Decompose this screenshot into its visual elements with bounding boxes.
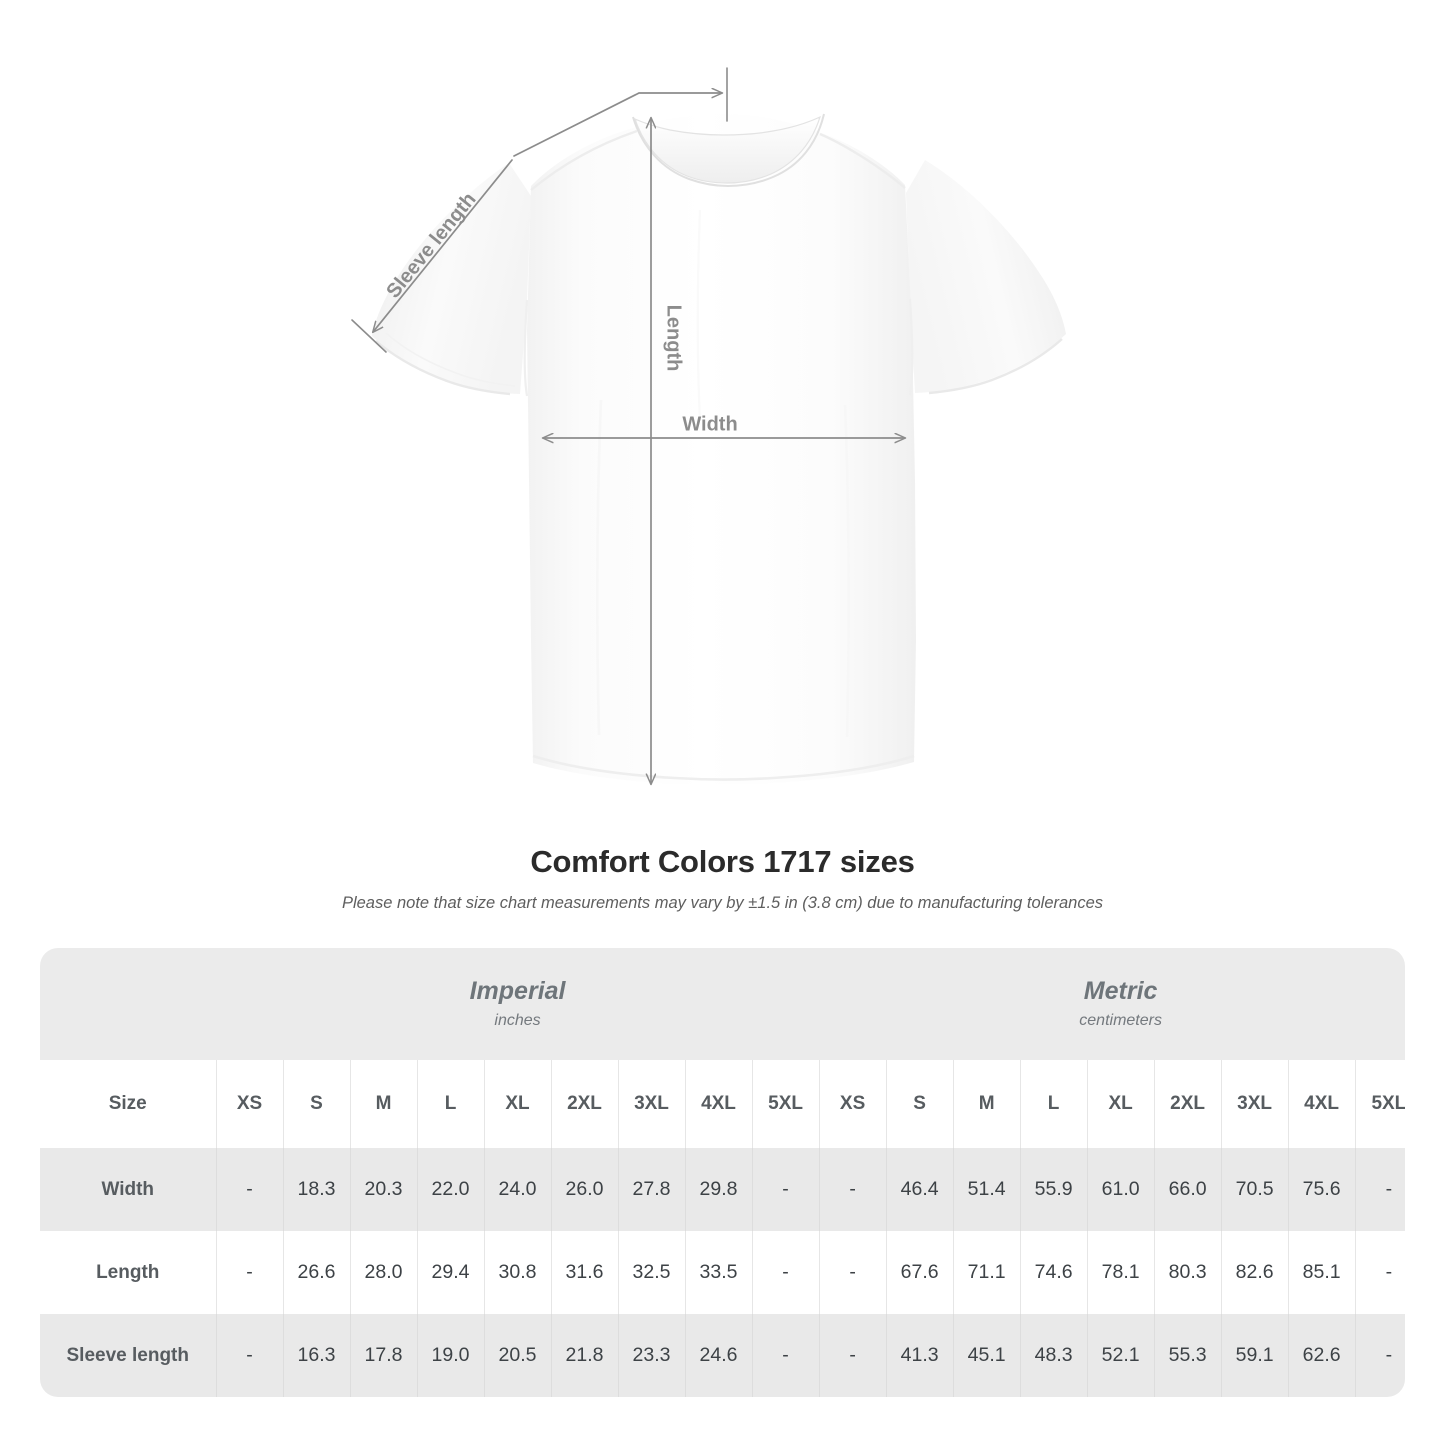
cell-sleeve-imperial-3xl: 23.3 bbox=[617, 1314, 685, 1397]
table-row: Sleeve length - 16.3 17.8 19.0 20.5 21.8… bbox=[40, 1314, 1405, 1397]
cell-width-metric-xl: 61.0 bbox=[1086, 1148, 1155, 1231]
column-header-metric-l: L bbox=[1019, 1060, 1088, 1148]
row-label-sleeve-length: Sleeve length bbox=[40, 1314, 216, 1397]
unit-metric-name: Metric bbox=[1083, 977, 1158, 1006]
unit-header-row: Imperial inches Metric centimeters bbox=[40, 948, 1405, 1060]
column-header-imperial-m: M bbox=[349, 1060, 417, 1148]
cell-sleeve-metric-3xl: 59.1 bbox=[1220, 1314, 1289, 1397]
cell-width-imperial-xl: 24.0 bbox=[483, 1148, 551, 1231]
cell-width-metric-2xl: 66.0 bbox=[1153, 1148, 1222, 1231]
column-header-imperial-l: L bbox=[416, 1060, 484, 1148]
unit-imperial-cell: Imperial inches bbox=[216, 948, 820, 1060]
cell-sleeve-metric-m: 45.1 bbox=[952, 1314, 1021, 1397]
cell-length-metric-xl: 78.1 bbox=[1086, 1231, 1155, 1314]
cell-sleeve-imperial-xs: - bbox=[215, 1314, 283, 1397]
cell-length-imperial-xl: 30.8 bbox=[483, 1231, 551, 1314]
column-header-imperial-3xl: 3XL bbox=[617, 1060, 685, 1148]
cell-length-imperial-4xl: 33.5 bbox=[684, 1231, 752, 1314]
column-header-metric-3xl: 3XL bbox=[1220, 1060, 1289, 1148]
cell-width-imperial-s: 18.3 bbox=[282, 1148, 350, 1231]
cell-width-imperial-5xl: - bbox=[751, 1148, 820, 1231]
cell-length-metric-l: 74.6 bbox=[1019, 1231, 1088, 1314]
column-header-imperial-4xl: 4XL bbox=[684, 1060, 752, 1148]
table-row: Width - 18.3 20.3 22.0 24.0 26.0 27.8 29… bbox=[40, 1148, 1405, 1231]
length-label: Length bbox=[663, 305, 685, 372]
page-title: Comfort Colors 1717 sizes bbox=[530, 844, 915, 879]
column-header-metric-2xl: 2XL bbox=[1153, 1060, 1222, 1148]
column-header-imperial-xs: XS bbox=[215, 1060, 283, 1148]
cell-sleeve-metric-l: 48.3 bbox=[1019, 1314, 1088, 1397]
cell-width-imperial-m: 20.3 bbox=[349, 1148, 417, 1231]
cell-sleeve-imperial-xl: 20.5 bbox=[483, 1314, 551, 1397]
cell-width-imperial-4xl: 29.8 bbox=[684, 1148, 752, 1231]
cell-width-metric-4xl: 75.6 bbox=[1287, 1148, 1356, 1231]
cell-sleeve-metric-4xl: 62.6 bbox=[1287, 1314, 1356, 1397]
cell-length-imperial-m: 28.0 bbox=[349, 1231, 417, 1314]
cell-width-imperial-xs: - bbox=[215, 1148, 283, 1231]
cell-sleeve-imperial-s: 16.3 bbox=[282, 1314, 350, 1397]
tshirt-graphic bbox=[372, 113, 1066, 785]
cell-sleeve-metric-xs: - bbox=[818, 1314, 887, 1397]
column-header-metric-m: M bbox=[952, 1060, 1021, 1148]
column-header-metric-xl: XL bbox=[1086, 1060, 1155, 1148]
cell-sleeve-imperial-4xl: 24.6 bbox=[684, 1314, 752, 1397]
cell-sleeve-imperial-5xl: - bbox=[751, 1314, 820, 1397]
column-header-metric-xs: XS bbox=[818, 1060, 887, 1148]
cell-length-metric-s: 67.6 bbox=[885, 1231, 954, 1314]
cell-width-imperial-l: 22.0 bbox=[416, 1148, 484, 1231]
column-header-metric-s: S bbox=[885, 1060, 954, 1148]
cell-width-metric-5xl: - bbox=[1354, 1148, 1405, 1231]
cell-length-metric-xs: - bbox=[818, 1231, 887, 1314]
cell-length-metric-5xl: - bbox=[1354, 1231, 1405, 1314]
cell-sleeve-imperial-m: 17.8 bbox=[349, 1314, 417, 1397]
tshirt-measurement-illustration: Sleeve length Length Width bbox=[351, 67, 1066, 830]
cell-width-imperial-3xl: 27.8 bbox=[617, 1148, 685, 1231]
width-label: Width bbox=[682, 413, 737, 435]
cell-width-metric-xs: - bbox=[818, 1148, 887, 1231]
cell-width-imperial-2xl: 26.0 bbox=[550, 1148, 618, 1231]
cell-length-imperial-2xl: 31.6 bbox=[550, 1231, 618, 1314]
tolerance-note: Please note that size chart measurements… bbox=[341, 894, 1104, 912]
unit-metric-cell: Metric centimeters bbox=[819, 948, 1405, 1060]
cell-sleeve-imperial-l: 19.0 bbox=[416, 1314, 484, 1397]
sleeve-length-dimension bbox=[351, 67, 728, 353]
column-header-metric-4xl: 4XL bbox=[1287, 1060, 1356, 1148]
cell-width-metric-3xl: 70.5 bbox=[1220, 1148, 1289, 1231]
unit-metric-sub: centimeters bbox=[1079, 1011, 1162, 1029]
column-header-imperial-2xl: 2XL bbox=[550, 1060, 618, 1148]
cell-sleeve-imperial-2xl: 21.8 bbox=[550, 1314, 618, 1397]
cell-length-metric-3xl: 82.6 bbox=[1220, 1231, 1289, 1314]
cell-sleeve-metric-2xl: 55.3 bbox=[1153, 1314, 1222, 1397]
cell-length-imperial-l: 29.4 bbox=[416, 1231, 484, 1314]
cell-sleeve-metric-xl: 52.1 bbox=[1086, 1314, 1155, 1397]
size-table: Imperial inches Metric centimeters Size … bbox=[40, 948, 1405, 1397]
cell-width-metric-s: 46.4 bbox=[885, 1148, 954, 1231]
measurement-annotations bbox=[351, 67, 905, 784]
cell-length-imperial-xs: - bbox=[215, 1231, 283, 1314]
cell-width-metric-m: 51.4 bbox=[952, 1148, 1021, 1231]
unit-imperial-name: Imperial bbox=[469, 977, 566, 1006]
chart-header: Comfort Colors 1717 sizes Please note th… bbox=[0, 842, 1445, 914]
column-header-imperial-5xl: 5XL bbox=[751, 1060, 820, 1148]
row-label-length: Length bbox=[40, 1231, 216, 1314]
cell-length-imperial-3xl: 32.5 bbox=[617, 1231, 685, 1314]
unit-spacer-left bbox=[40, 948, 216, 1060]
cell-sleeve-metric-s: 41.3 bbox=[885, 1314, 954, 1397]
column-header-metric-5xl: 5XL bbox=[1354, 1060, 1405, 1148]
column-header-imperial-xl: XL bbox=[483, 1060, 551, 1148]
cell-width-metric-l: 55.9 bbox=[1019, 1148, 1088, 1231]
cell-sleeve-metric-5xl: - bbox=[1354, 1314, 1405, 1397]
cell-length-imperial-s: 26.6 bbox=[282, 1231, 350, 1314]
column-header-imperial-s: S bbox=[282, 1060, 350, 1148]
cell-length-imperial-5xl: - bbox=[751, 1231, 820, 1314]
cell-length-metric-2xl: 80.3 bbox=[1153, 1231, 1222, 1314]
table-row: Length - 26.6 28.0 29.4 30.8 31.6 32.5 3… bbox=[40, 1231, 1405, 1314]
cell-length-metric-4xl: 85.1 bbox=[1287, 1231, 1356, 1314]
cell-length-metric-m: 71.1 bbox=[952, 1231, 1021, 1314]
size-header-row: Size XS S M L XL 2XL 3XL 4XL 5XL XS S M … bbox=[40, 1060, 1405, 1148]
row-label-width: Width bbox=[40, 1148, 216, 1231]
unit-imperial-sub: inches bbox=[494, 1011, 541, 1029]
size-chart-table: Imperial inches Metric centimeters Size … bbox=[40, 948, 1405, 1397]
column-header-size: Size bbox=[40, 1060, 216, 1148]
